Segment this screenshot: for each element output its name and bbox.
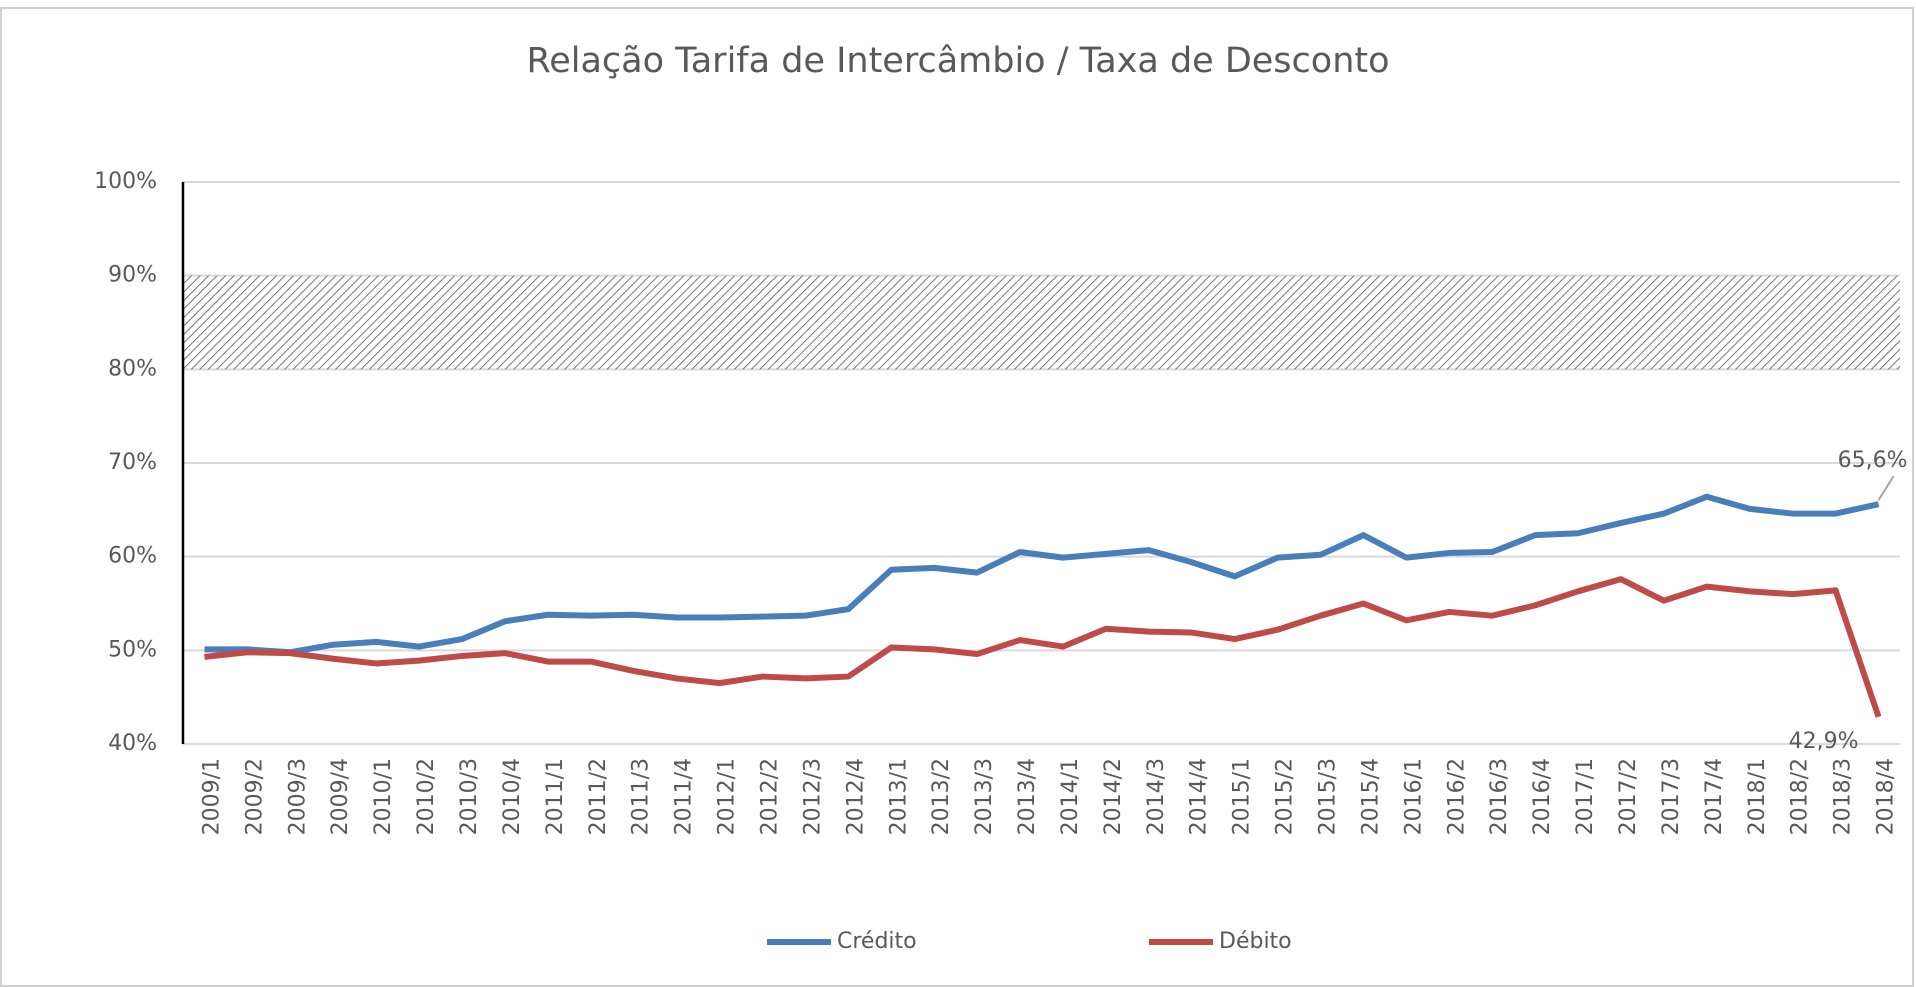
x-tick-label: 2012/1: [715, 758, 740, 835]
x-tick-label: 2017/2: [1616, 758, 1641, 835]
legend-label: Débito: [1219, 929, 1292, 954]
x-tick-label: 2011/1: [543, 758, 568, 835]
data-label: 42,9%: [1789, 729, 1859, 754]
x-tick-label: 2016/2: [1444, 758, 1469, 835]
x-tick-label: 2014/4: [1187, 758, 1212, 835]
x-tick-label: 2018/1: [1745, 758, 1770, 835]
series-line: [204, 576, 1882, 718]
x-tick-label: 2017/1: [1573, 758, 1598, 835]
x-tick-label: 2009/3: [285, 758, 310, 835]
x-tick-label: 2015/2: [1273, 758, 1298, 835]
x-tick-label: 2012/4: [843, 758, 868, 835]
x-tick-label: 2016/4: [1530, 758, 1555, 835]
x-tick-label: 2011/2: [586, 758, 611, 835]
label-leader: [1877, 475, 1895, 501]
x-tick-label: 2018/3: [1831, 758, 1856, 835]
x-tick-label: 2018/4: [1874, 758, 1899, 835]
chart-title: Relação Tarifa de Intercâmbio / Taxa de …: [526, 41, 1389, 81]
y-tick-label: 70%: [108, 450, 157, 475]
x-tick-label: 2017/4: [1702, 758, 1727, 835]
y-tick-label: 90%: [108, 263, 157, 288]
x-tick-label: 2014/3: [1144, 758, 1169, 835]
y-tick-label: 80%: [108, 356, 157, 381]
y-tick-label: 60%: [108, 544, 157, 569]
shaded-band: [183, 275, 1900, 370]
x-tick-label: 2014/1: [1058, 758, 1083, 835]
x-tick-label: 2013/4: [1015, 758, 1040, 835]
legend-label: Crédito: [837, 929, 917, 954]
x-tick-label: 2011/3: [629, 758, 654, 835]
x-tick-label: 2015/1: [1230, 758, 1255, 835]
x-tick-label: 2014/2: [1101, 758, 1126, 835]
x-tick-label: 2010/3: [457, 758, 482, 835]
x-tick-label: 2010/2: [414, 758, 439, 835]
y-tick-label: 100%: [94, 169, 157, 194]
x-tick-label: 2013/1: [886, 758, 911, 835]
x-tick-label: 2015/4: [1358, 758, 1383, 835]
y-tick-label: 50%: [108, 637, 157, 662]
x-tick-label: 2015/3: [1316, 758, 1341, 835]
x-tick-label: 2010/4: [500, 758, 525, 835]
x-tick-label: 2016/1: [1401, 758, 1426, 835]
chart-frame: [0, 7, 1914, 987]
x-tick-label: 2012/2: [757, 758, 782, 835]
series-line: [204, 493, 1880, 656]
x-tick-label: 2009/1: [199, 758, 224, 835]
x-tick-label: 2009/4: [328, 758, 353, 835]
x-tick-label: 2016/3: [1487, 758, 1512, 835]
x-tick-label: 2018/2: [1788, 758, 1813, 835]
data-label: 65,6%: [1838, 448, 1908, 473]
x-tick-label: 2012/3: [800, 758, 825, 835]
x-tick-label: 2009/2: [242, 758, 267, 835]
x-tick-label: 2011/4: [672, 758, 697, 835]
x-tick-label: 2010/1: [371, 758, 396, 835]
x-tick-label: 2017/3: [1659, 758, 1684, 835]
y-tick-label: 40%: [108, 731, 157, 756]
x-tick-label: 2013/3: [972, 758, 997, 835]
x-tick-label: 2013/2: [929, 758, 954, 835]
